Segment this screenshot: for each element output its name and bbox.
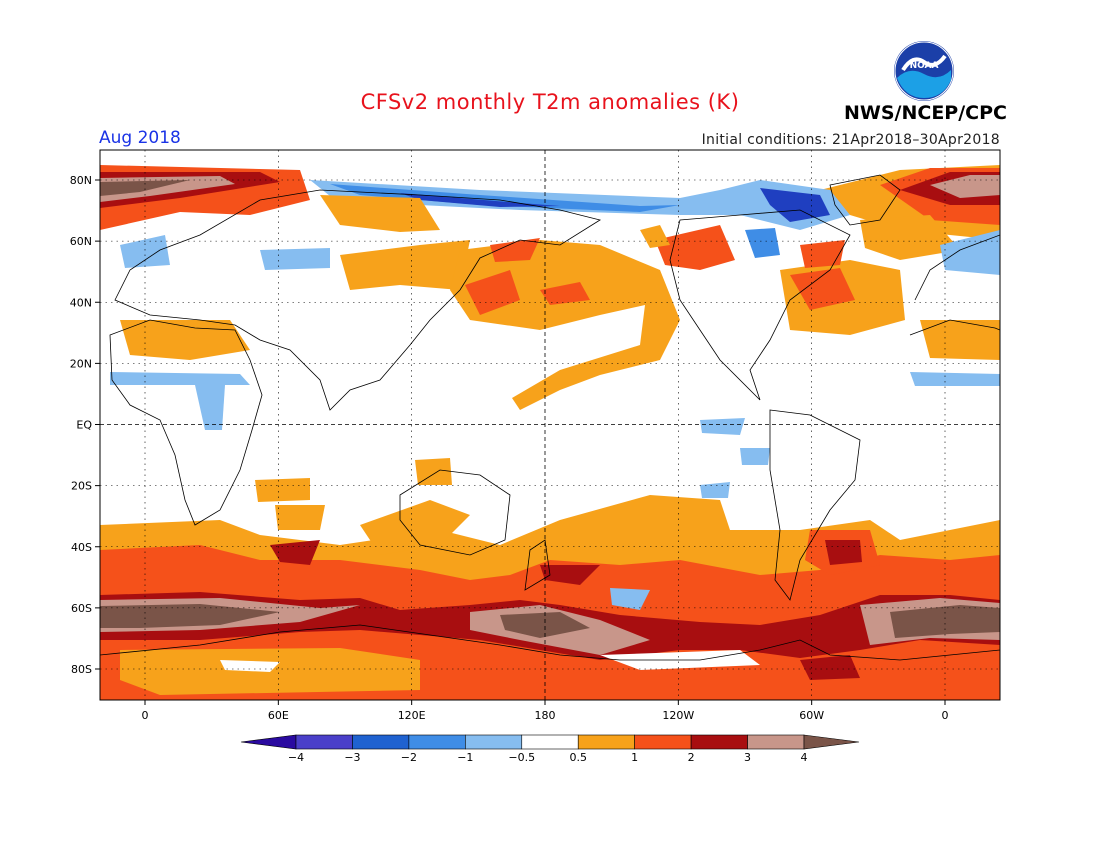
lat-tick-label: 80S (71, 663, 92, 676)
anomaly-blob (415, 458, 452, 485)
lat-tick-label: 60N (70, 235, 92, 248)
anomaly-blob (930, 175, 1000, 198)
lat-tick-label: 40N (70, 296, 92, 309)
colorbar-swatch (634, 734, 692, 750)
anomaly-blob (910, 372, 1000, 386)
coastline-antarctica (100, 624, 1000, 661)
coastline-new-zealand (524, 539, 551, 591)
colorbar: −4 −3 −2 −1 −0.5 0.5 1 2 3 4 (240, 734, 860, 764)
anomaly-blob (700, 418, 745, 435)
colorbar-swatch (690, 734, 748, 750)
anomaly-blob (100, 604, 280, 628)
noaa-logo: NOAA (894, 41, 954, 101)
colorbar-swatch (352, 734, 410, 750)
coastline-eurasia (114, 189, 602, 411)
colorbar-label: 0.5 (569, 751, 587, 764)
anomaly-blob (255, 478, 310, 502)
lat-tick-label: 60S (71, 602, 92, 615)
lon-tick-label: 180 (535, 709, 556, 722)
anomaly-blob (825, 540, 862, 565)
longitude-ticks: 0 60E 120E 180 120W 60W 0 (142, 700, 949, 722)
anomaly-blob (360, 500, 470, 555)
anomaly-blob (790, 268, 855, 310)
lon-tick-label: 120W (662, 709, 694, 722)
lat-tick-label: 40S (71, 541, 92, 554)
lon-tick-label: 0 (942, 709, 949, 722)
anomaly-blob (195, 385, 225, 430)
anomaly-blob (100, 180, 190, 196)
anomaly-blob (465, 270, 520, 315)
coastline-africa-east (909, 319, 1000, 336)
lat-tick-label: EQ (76, 419, 92, 432)
anomaly-blob (320, 195, 440, 232)
colorbar-label: −3 (344, 751, 360, 764)
anomaly-blob (640, 225, 670, 248)
lat-tick-label: 80N (70, 174, 92, 187)
anomaly-blob (610, 588, 650, 610)
colorbar-label: −2 (401, 751, 417, 764)
colorbar-label: 4 (801, 751, 808, 764)
anomaly-blob (120, 235, 170, 268)
anomaly-blob (340, 240, 470, 290)
lon-tick-label: 60E (268, 709, 289, 722)
anomaly-blob (860, 215, 960, 260)
lon-tick-label: 0 (142, 709, 149, 722)
lon-tick-label: 120E (398, 709, 426, 722)
agency-label: NWS/NCEP/CPC (844, 102, 1007, 124)
colorbar-swatch (521, 734, 579, 750)
anomaly-blob (120, 320, 250, 360)
anomaly-blob (540, 565, 600, 585)
anomaly-blob (275, 505, 325, 530)
coastline-north-america (669, 209, 851, 401)
anomaly-blob (500, 612, 590, 638)
colorbar-label: 2 (688, 751, 695, 764)
colorbar-label: 1 (631, 751, 638, 764)
colorbar-swatch (408, 734, 466, 750)
anomaly-blob (920, 320, 1000, 360)
anomaly-fields (100, 165, 1000, 700)
lat-tick-label: 20S (71, 480, 92, 493)
lon-tick-label: 60W (799, 709, 824, 722)
graticule (100, 150, 1000, 700)
coastlines (100, 174, 1000, 661)
coastline-south-america (769, 409, 861, 601)
lat-tick-label: 20N (70, 357, 92, 370)
anomaly-blob (260, 248, 330, 270)
anomaly-blob (740, 448, 770, 465)
coastline-greenland (829, 174, 901, 226)
anomaly-blob (110, 372, 250, 385)
map-title: CFSv2 monthly T2m anomalies (K) (360, 90, 740, 114)
anomaly-blob (760, 188, 830, 222)
colorbar-low-arrow (240, 734, 297, 750)
colorbar-swatch (295, 734, 353, 750)
anomaly-blob (700, 482, 730, 498)
colorbar-label: −1 (457, 751, 473, 764)
anomaly-blob (940, 230, 1000, 275)
colorbar-swatch (465, 734, 523, 750)
colorbar-swatch (577, 734, 635, 750)
forecast-month: Aug 2018 (99, 128, 181, 148)
anomaly-blob (745, 228, 780, 258)
anomaly-blob (330, 184, 680, 212)
anomaly-blob (540, 282, 590, 305)
anomaly-blob (890, 605, 1000, 638)
colorbar-label: −4 (288, 751, 304, 764)
colorbar-high-arrow (803, 734, 860, 750)
anomaly-blob (800, 240, 845, 268)
anomaly-blob (490, 238, 540, 262)
colorbar-swatch (747, 734, 805, 750)
anomaly-blob (270, 540, 320, 565)
colorbar-label: 3 (744, 751, 751, 764)
latitude-ticks: 80N 60N 40N 20N EQ 20S 40S 60S 80S (70, 174, 100, 676)
anomaly-blob (655, 225, 735, 270)
anomaly-blob (800, 655, 860, 680)
coastline-australia (399, 469, 511, 556)
coastline-africa (109, 319, 263, 526)
noaa-logo-text: NOAA (910, 61, 939, 71)
initial-conditions: Initial conditions: 21Apr2018–30Apr2018 (701, 132, 1000, 148)
colorbar-label: −0.5 (508, 751, 535, 764)
